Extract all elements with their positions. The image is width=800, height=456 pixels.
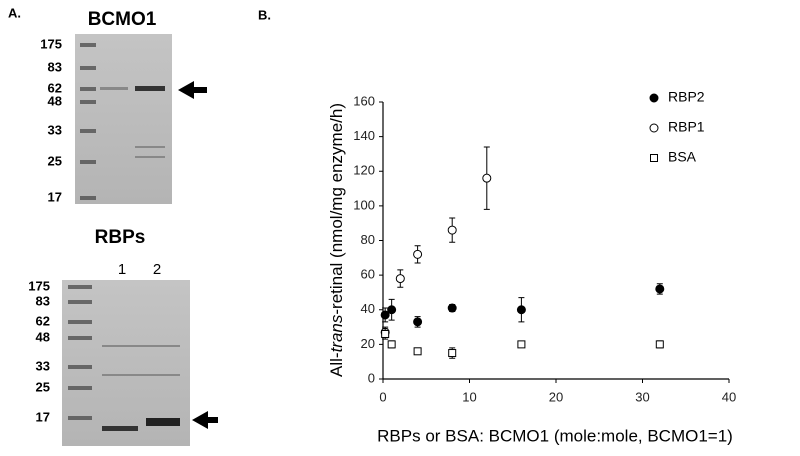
point xyxy=(387,305,397,315)
marker-label: 175 xyxy=(28,278,50,293)
legend-label: RBP2 xyxy=(668,89,705,105)
point xyxy=(482,173,492,183)
y-tick-label: 20 xyxy=(361,336,375,351)
y-tick-label: 120 xyxy=(353,163,375,178)
gel-band xyxy=(68,285,92,289)
gel-band xyxy=(135,86,165,91)
legend-marker xyxy=(649,123,659,133)
x-tick-label: 40 xyxy=(722,389,736,404)
gel-band xyxy=(102,374,180,376)
y-tick-label: 0 xyxy=(368,370,375,385)
x-tick-label: 30 xyxy=(635,389,649,404)
y-tick-label: 140 xyxy=(353,128,375,143)
gel-band xyxy=(80,66,96,70)
gel-band xyxy=(68,300,92,304)
gel-band xyxy=(68,365,92,369)
point xyxy=(387,340,396,349)
gel-band xyxy=(68,336,92,340)
y-tick-label: 60 xyxy=(361,267,375,282)
point xyxy=(395,274,405,284)
y-axis-label: All-trans-retinal (nmol/mg enzyme/h) xyxy=(327,103,346,377)
gel-band xyxy=(146,418,180,426)
x-tick-label: 20 xyxy=(549,389,563,404)
marker-label: 17 xyxy=(48,189,62,204)
gel-band xyxy=(80,87,96,91)
legend-label: RBP1 xyxy=(668,119,705,135)
gel-image xyxy=(75,34,172,204)
marker-label: 33 xyxy=(48,122,62,137)
gel-band xyxy=(80,43,96,47)
gel-band xyxy=(135,146,165,148)
y-label-part: trans xyxy=(327,314,346,352)
point xyxy=(380,310,390,320)
gel-title: RBPs xyxy=(95,227,146,248)
gel-band xyxy=(102,345,180,347)
x-tick-label: 10 xyxy=(462,389,476,404)
point xyxy=(448,349,457,358)
legend-marker xyxy=(650,154,658,162)
x-axis-label: RBPs or BSA: BCMO1 (mole:mole, BCMO1=1) xyxy=(377,426,733,445)
lane-label: 2 xyxy=(153,261,161,278)
marker-label: 175 xyxy=(40,36,62,51)
legend-marker xyxy=(649,93,659,103)
gel-title: BCMO1 xyxy=(88,9,157,30)
lane-label: 1 xyxy=(118,261,126,278)
y-label-part: All- xyxy=(327,352,346,377)
marker-label: 62 xyxy=(48,80,62,95)
point xyxy=(516,305,526,315)
y-label-part: -retinal (nmol/mg enzyme/h) xyxy=(327,103,346,315)
gel-band xyxy=(80,100,96,104)
point xyxy=(381,329,390,338)
marker-label: 83 xyxy=(36,293,50,308)
marker-label: 48 xyxy=(36,329,50,344)
panel-label: B. xyxy=(258,7,271,22)
gel-band xyxy=(135,156,165,158)
point xyxy=(447,225,457,235)
point xyxy=(447,303,457,313)
y-tick-label: 160 xyxy=(353,93,375,108)
point xyxy=(517,340,526,349)
legend-label: BSA xyxy=(668,149,697,165)
marker-label: 83 xyxy=(48,59,62,74)
gel-band xyxy=(102,426,138,431)
point xyxy=(413,347,422,356)
point xyxy=(655,284,665,294)
point xyxy=(413,249,423,259)
gel-band xyxy=(68,386,92,390)
gel-band xyxy=(100,87,128,90)
y-tick-label: 40 xyxy=(361,301,375,316)
x-tick-label: 0 xyxy=(379,389,386,404)
y-tick-label: 80 xyxy=(361,232,375,247)
arrow xyxy=(178,81,207,99)
panel-label: A. xyxy=(8,5,21,20)
point xyxy=(413,317,423,327)
y-tick-label: 100 xyxy=(353,197,375,212)
gel-band xyxy=(80,196,96,200)
gel-band xyxy=(68,416,92,420)
marker-label: 33 xyxy=(36,358,50,373)
gel-band xyxy=(80,129,96,133)
gel-band xyxy=(68,320,92,324)
point xyxy=(655,340,664,349)
marker-label: 25 xyxy=(48,153,62,168)
marker-label: 17 xyxy=(36,409,50,424)
marker-label: 25 xyxy=(36,379,50,394)
arrow xyxy=(192,411,218,429)
marker-label: 62 xyxy=(36,313,50,328)
gel-band xyxy=(80,160,96,164)
marker-label: 48 xyxy=(48,93,62,108)
